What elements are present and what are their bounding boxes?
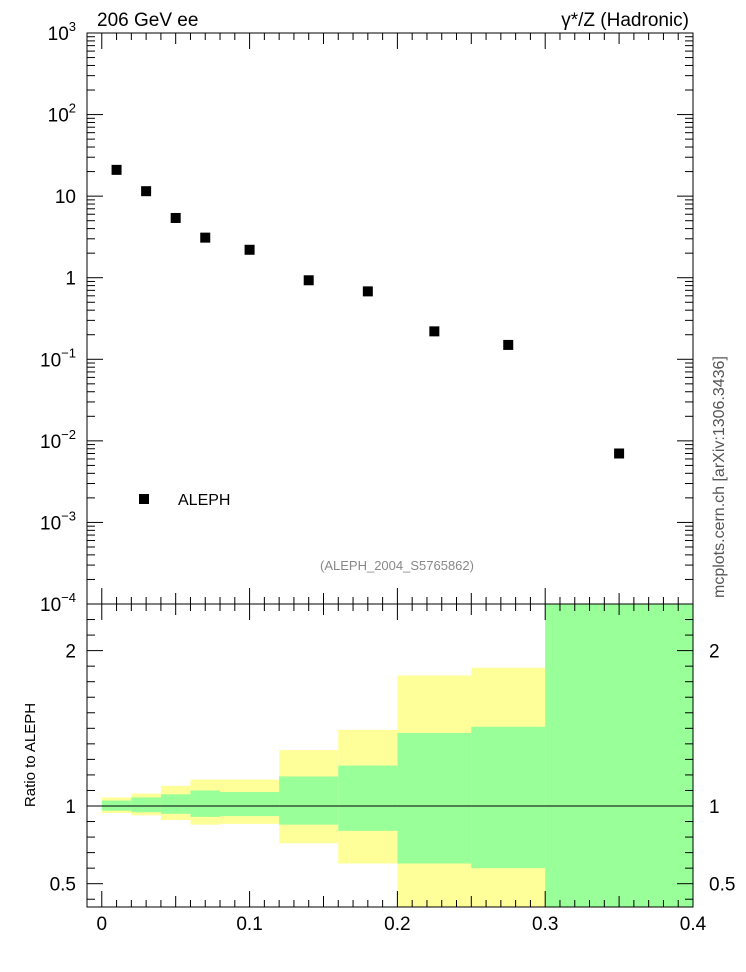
data-points [111, 164, 625, 459]
ratio-band-inner [279, 776, 339, 825]
ratio-y-tick-label-right: 0.5 [709, 875, 735, 896]
header-right-title: γ*/Z (Hadronic) [561, 10, 689, 31]
main-y-tick-label: 10−4 [40, 590, 76, 616]
data-point [503, 339, 514, 350]
main-y-tick-label: 10−2 [40, 427, 76, 453]
side-label: mcplots.cern.ch [arXiv:1306.3436] [711, 356, 728, 598]
x-tick-label: 0.3 [532, 914, 558, 935]
x-tick-label: 0.2 [384, 914, 410, 935]
ratio-band-inner [338, 765, 398, 831]
data-point [362, 286, 373, 297]
main-y-tick-label: 1 [65, 269, 76, 290]
data-point [244, 244, 255, 255]
ratio-plot-frame [86, 603, 694, 908]
ratio-y-tick-labels: 2 2 1 1 0.5 0.5 [50, 642, 736, 896]
main-plot-frame [86, 32, 694, 605]
x-tick-labels: 0 0.1 0.2 0.3 0.4 [96, 914, 706, 935]
x-tick-label: 0 [96, 914, 107, 935]
ratio-y-tick-label: 1 [65, 797, 76, 818]
ratio-panel: 2 2 1 1 0.5 0.5 0 0.1 0.2 0.3 0.4 Ratio to ALEPH [22, 603, 736, 935]
ratio-bands [101, 604, 693, 907]
ratio-y-tick-label-right: 1 [709, 797, 720, 818]
main-y-tick-label: 10−3 [40, 508, 76, 534]
data-point [111, 164, 122, 175]
ratio-y-tick-label: 0.5 [50, 875, 76, 896]
x-tick-label: 0.1 [236, 914, 262, 935]
data-point [303, 275, 314, 286]
data-point [200, 232, 211, 243]
main-y-tick-label: 10−1 [40, 345, 76, 371]
data-point [141, 186, 152, 197]
main-y-tick-label: 103 [48, 19, 76, 45]
data-point [614, 448, 625, 459]
ratio-y-axis-label: Ratio to ALEPH [22, 703, 39, 807]
ratio-y-tick-label: 2 [65, 642, 76, 663]
legend-label-aleph: ALEPH [178, 492, 230, 509]
main-y-tick-label: 10 [55, 187, 76, 208]
ratio-band-inner [471, 726, 546, 869]
ratio-band-inner [160, 794, 191, 814]
data-point [170, 212, 181, 223]
analysis-annotation: (ALEPH_2004_S5765862) [320, 558, 474, 573]
ratio-y-tick-label-right: 2 [709, 642, 720, 663]
legend-marker-aleph [139, 494, 149, 504]
ratio-band-inner [131, 797, 161, 813]
data-point [429, 326, 440, 337]
x-tick-label: 0.4 [680, 914, 707, 935]
header-left-title: 206 GeV ee [97, 10, 198, 31]
main-axis-ticks [86, 33, 694, 605]
ratio-band-inner [190, 790, 221, 817]
ratio-band-inner [220, 792, 280, 817]
ratio-band-inner [397, 732, 472, 864]
ratio-band-inner [545, 604, 693, 907]
main-y-tick-label: 102 [48, 101, 76, 127]
